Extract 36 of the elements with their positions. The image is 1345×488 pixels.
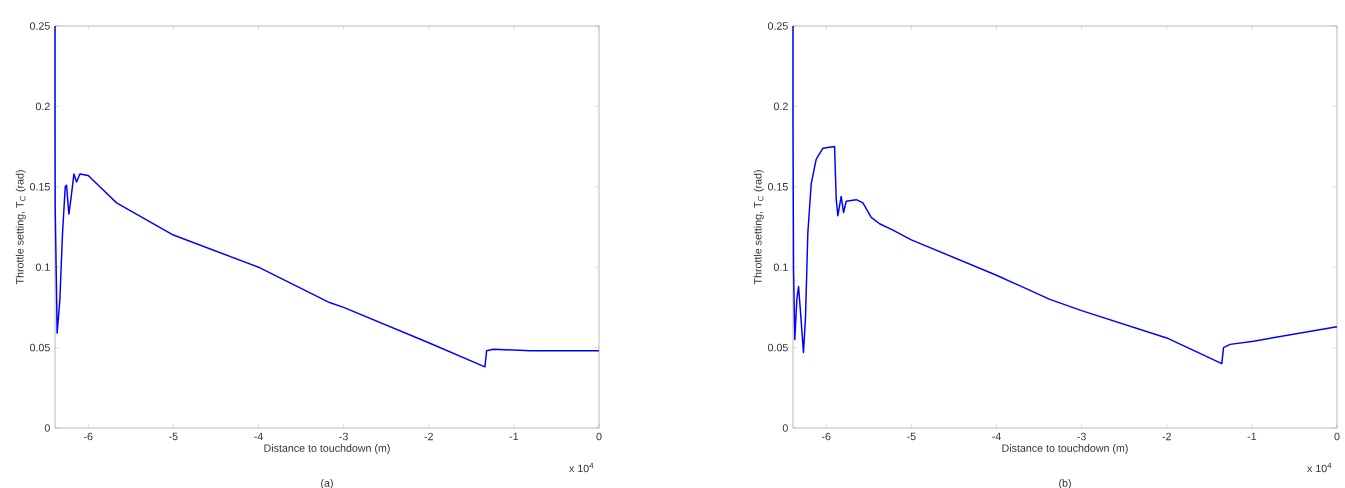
x-tick-label: -2 xyxy=(424,432,433,441)
x-tick-label: -2 xyxy=(1162,432,1171,441)
y-tick-label: 0.1 xyxy=(773,263,788,271)
y-tick-label: 0 xyxy=(782,424,788,432)
line-series xyxy=(792,25,1338,365)
x-axis-title: Distance to touchdown (m) xyxy=(264,444,390,455)
y-tick-label: 0.2 xyxy=(35,102,50,111)
text: (b) xyxy=(1059,478,1071,488)
x-tick-label: -1 xyxy=(1247,432,1257,441)
x-tick-label: -3 xyxy=(1077,432,1086,441)
text: (a) xyxy=(321,478,333,488)
x-tick-label: -1 xyxy=(509,432,519,441)
y-tick-label: 0.2 xyxy=(773,102,788,111)
y-tick-label: 0 xyxy=(44,424,50,432)
y-tick-label: 0.25 xyxy=(767,22,788,30)
x-tick-label: 0 xyxy=(1334,432,1340,441)
y-axis-title: Throttle setting, T$_{C}$ (rad) xyxy=(15,170,26,285)
x-tick-label: 0 xyxy=(596,432,602,441)
x-tick-label: -5 xyxy=(907,432,916,441)
x-tick-label: -5 xyxy=(169,432,178,441)
y-tick-label: 0.15 xyxy=(767,183,788,191)
y-tick-label: 0.1 xyxy=(35,263,50,271)
line-series xyxy=(54,25,600,368)
x-tick-label: -3 xyxy=(339,432,348,441)
text: x 10$^{4}$ xyxy=(569,462,594,473)
x-tick-label: -4 xyxy=(254,432,263,441)
x-axis-title: Distance to touchdown (m) xyxy=(1002,444,1128,455)
text: x 10$^{4}$ xyxy=(1307,462,1332,473)
y-axis-title: Throttle setting, T$_{C}$ (rad) xyxy=(753,170,764,285)
y-tick-label: 0.15 xyxy=(29,183,50,191)
y-tick-label: 0.05 xyxy=(29,343,50,352)
y-tick-label: 0.25 xyxy=(29,22,50,30)
x-tick-label: -6 xyxy=(821,432,831,441)
y-tick-label: 0.05 xyxy=(767,343,788,352)
x-tick-label: -6 xyxy=(83,432,93,441)
x-tick-label: -4 xyxy=(992,432,1001,441)
